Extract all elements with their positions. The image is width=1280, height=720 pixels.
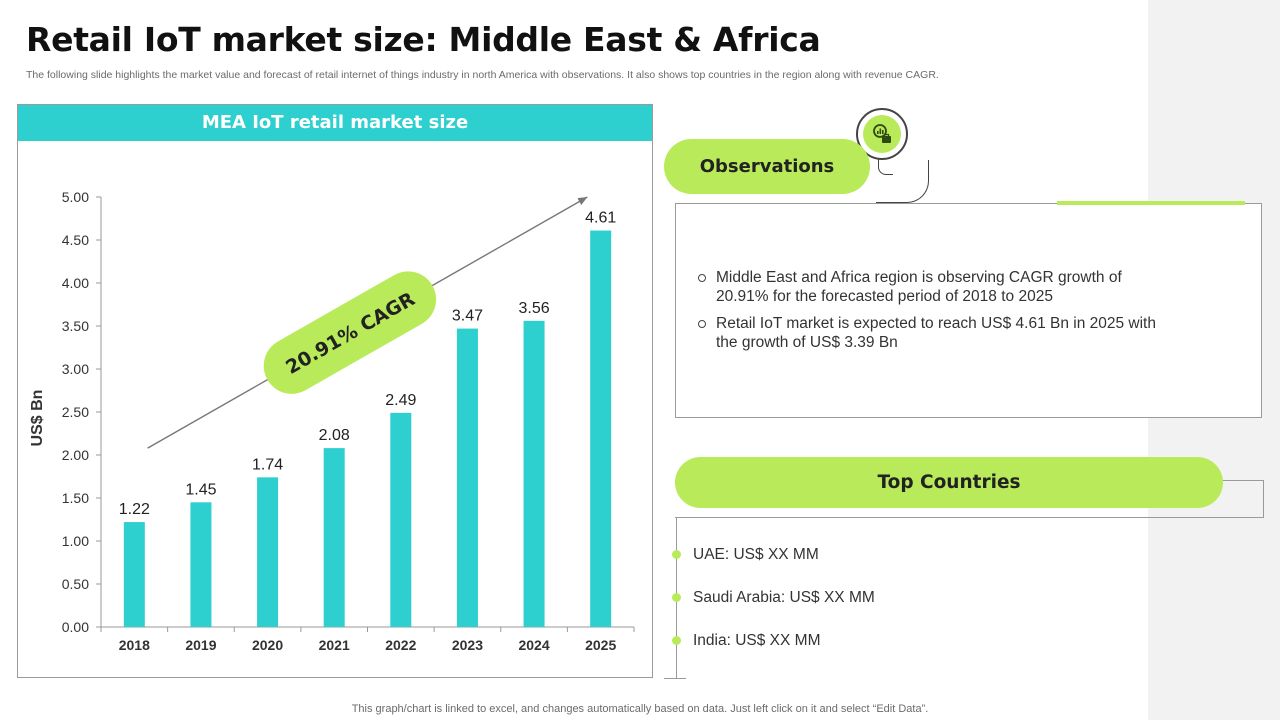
observations-box [675, 203, 1262, 418]
observations-connector [876, 160, 929, 203]
bar-data-label: 4.61 [585, 210, 616, 227]
bar-data-label: 1.22 [119, 501, 150, 518]
page-subtitle: The following slide highlights the marke… [26, 69, 939, 81]
cagr-badge-background [263, 271, 437, 394]
chart-panel: 0.00 0.50 1.00 1.50 2.00 2.50 3.00 3.50 4.00 4.50… [17, 104, 653, 678]
y-axis-label: US$ Bn [29, 390, 46, 447]
chart-title: MEA IoT retail market size [18, 105, 652, 141]
bar [190, 502, 212, 627]
bar [456, 328, 478, 627]
bar-data-label: 3.56 [518, 300, 549, 317]
bar [390, 412, 412, 627]
y-tick-label: 1.00 [62, 533, 89, 549]
y-tick-label: 4.50 [62, 232, 89, 248]
bar-chart[interactable]: 0.00 0.50 1.00 1.50 2.00 2.50 3.00 3.50 4.00 4.50… [18, 105, 652, 677]
x-tick-label: 2020 [252, 637, 283, 653]
y-tick-label: 2.00 [62, 447, 89, 463]
bar [123, 522, 145, 627]
bar [257, 477, 279, 627]
observations-connector-hook [878, 158, 893, 175]
y-tick-label: 1.50 [62, 490, 89, 506]
bar [323, 448, 345, 627]
y-tick-label: 2.50 [62, 404, 89, 420]
bar [590, 230, 612, 627]
y-tick-label: 5.00 [62, 189, 89, 205]
footer-note: This graph/chart is linked to excel, and… [351, 703, 929, 715]
x-tick-label: 2024 [518, 637, 549, 653]
observations-list: Middle East and Africa region is observi… [696, 268, 1156, 360]
top-countries-foot [664, 678, 686, 679]
country-item: India: US$ XX MM [672, 631, 875, 674]
x-tick-label: 2025 [585, 637, 616, 653]
top-countries-list: UAE: US$ XX MM Saudi Arabia: US$ XX MM I… [672, 545, 875, 674]
observations-heading: Observations [664, 139, 870, 194]
bar-data-label: 2.49 [385, 392, 416, 409]
observation-item: Middle East and Africa region is observi… [696, 268, 1156, 306]
y-tick-label: 0.50 [62, 576, 89, 592]
x-tick-label: 2021 [319, 637, 350, 653]
analytics-icon [856, 108, 908, 160]
y-tick-label: 4.00 [62, 275, 89, 291]
x-tick-label: 2018 [119, 637, 150, 653]
y-tick-label: 3.00 [62, 361, 89, 377]
y-tick-label: 0.00 [62, 619, 89, 635]
cagr-arrow-head [577, 197, 588, 205]
bar-data-label: 2.08 [319, 427, 350, 444]
observations-accent-bar [1057, 201, 1245, 205]
observation-item: Retail IoT market is expected to reach U… [696, 314, 1156, 352]
page-title: Retail IoT market size: Middle East & Af… [26, 20, 821, 59]
x-tick-label: 2019 [185, 637, 216, 653]
bar [523, 320, 545, 627]
bar-data-label: 1.74 [252, 456, 283, 473]
bar-data-label: 3.47 [452, 308, 483, 325]
country-item: Saudi Arabia: US$ XX MM [672, 588, 875, 631]
x-tick-label: 2023 [452, 637, 483, 653]
x-tick-label: 2022 [385, 637, 416, 653]
bar-data-label: 1.45 [185, 481, 216, 498]
y-tick-label: 3.50 [62, 318, 89, 334]
cagr-badge: 20.91% CAGR [263, 271, 437, 394]
country-item: UAE: US$ XX MM [672, 545, 875, 588]
top-countries-heading: Top Countries [675, 457, 1223, 508]
